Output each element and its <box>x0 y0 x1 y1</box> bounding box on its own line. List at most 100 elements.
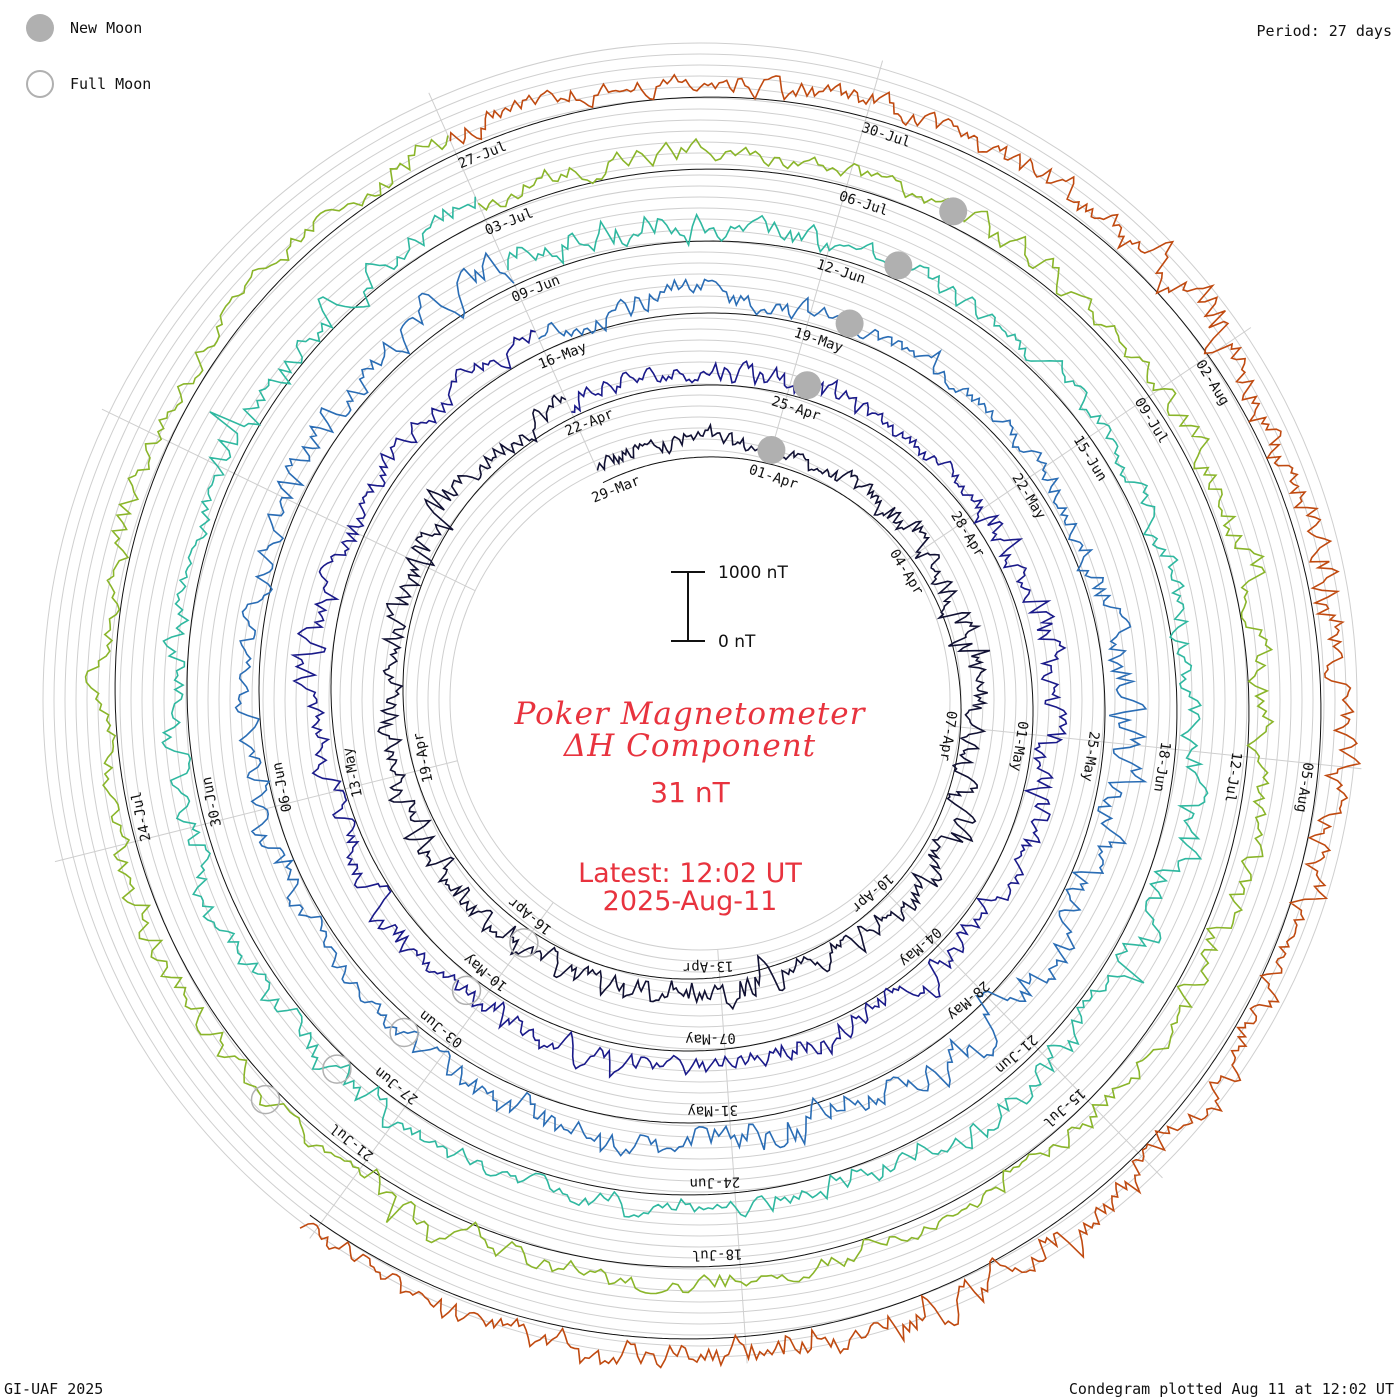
grid-ring <box>361 361 1039 1039</box>
grid-ring <box>339 339 1061 1061</box>
grid-ring <box>229 229 1171 1171</box>
trace-rotation-4 <box>161 196 1209 1218</box>
baseline-rotation-2 <box>330 350 1034 1052</box>
tick-label: 24-Jun <box>689 1173 740 1191</box>
new-moon-marker: 27-May <box>835 309 864 338</box>
full-moon-marker: 10-Jul <box>322 1054 352 1084</box>
legend-full-moon: Full Moon <box>26 70 151 98</box>
full-moon-marker: 09-Aug <box>250 1084 281 1115</box>
new-moon-marker: 24-Jul <box>939 197 968 226</box>
baseline-rotation-1 <box>402 416 962 980</box>
day-spoke <box>768 60 884 460</box>
full-moon-icon <box>26 70 54 98</box>
chart-subtitle: ΔH Component <box>563 728 817 764</box>
latest-date: 2025-Aug-11 <box>602 886 778 917</box>
current-value: 31 nT <box>650 776 730 809</box>
tick-label: 05-Aug <box>1293 761 1316 813</box>
grid-ring <box>306 306 1094 1094</box>
latest-time: Latest: 12:02 UT <box>578 858 802 889</box>
new-moon-marker: 25-Jun <box>884 251 913 280</box>
tick-label: 12-Jun <box>814 257 867 288</box>
grid-ring <box>251 251 1149 1149</box>
baseline-rotation-5 <box>114 153 1250 1268</box>
tick-label: 07-May <box>685 1030 736 1048</box>
tick-label: 25-May <box>1079 730 1102 782</box>
day-spoke <box>309 902 554 1239</box>
tick-label: 25-Apr <box>769 393 822 424</box>
tick-label: 09-Jun <box>509 272 562 306</box>
day-spoke <box>906 327 1252 561</box>
new-moon-icon <box>26 14 54 42</box>
grid-ring <box>207 207 1193 1193</box>
day-spoke <box>101 408 476 592</box>
data-traces <box>84 73 1362 1369</box>
full-moon-marker: 13-Apr <box>509 928 539 958</box>
date-tick-labels: 29-Mar 01-Apr04-Apr07-Apr10-Apr13-Apr16-A… <box>128 120 1315 1263</box>
grid-ring <box>163 163 1237 1237</box>
tick-label: 07-Apr <box>936 710 959 762</box>
grid-ring <box>427 427 973 973</box>
grid-ring <box>295 295 1105 1105</box>
day-spokes <box>54 60 1362 1364</box>
grid-ring <box>174 174 1226 1226</box>
grid-ring <box>328 328 1072 1072</box>
moon-markers: 29-Mar 27-Apr 27-May 25-Jun 24-Jul 13-Apr 12-M… <box>250 197 968 1115</box>
baseline-rotation-4 <box>186 219 1178 1196</box>
day-spoke <box>873 879 1163 1179</box>
grid-ring <box>141 141 1259 1259</box>
legend-new-moon: New Moon <box>26 14 142 42</box>
tick-label: 30-Jun <box>199 775 225 828</box>
baseline-rotation-3 <box>258 285 1106 1124</box>
footer-timestamp: Condegram plotted Aug 11 at 12:02 UT <box>1068 1380 1394 1398</box>
tick-label: 06-Jul <box>837 188 890 219</box>
scale-bar <box>671 571 705 642</box>
grid-ring <box>449 449 951 951</box>
tick-label: 13-May <box>340 746 366 799</box>
trace-rotation-1 <box>377 394 991 1011</box>
scale-bottom-label: 0 nT <box>718 632 756 652</box>
day-spoke <box>948 725 1362 770</box>
new-moon-marker: 29-Mar <box>757 436 786 464</box>
grid-ring <box>185 185 1215 1215</box>
grid-ring <box>218 218 1182 1182</box>
scale-top-label: 1000 nT <box>718 563 788 583</box>
grid-ring <box>152 152 1248 1248</box>
tick-label: 18-Jun <box>1150 741 1173 793</box>
trace-rotation-6 <box>299 73 1362 1369</box>
grid-ring <box>108 108 1292 1292</box>
tick-label: 12-Jul <box>1221 751 1244 803</box>
grid-ring <box>196 196 1204 1204</box>
tick-label: 01-May <box>1008 720 1031 772</box>
tick-label: 31-May <box>687 1102 738 1120</box>
day-spoke <box>717 949 748 1364</box>
trace-rotation-2 <box>290 329 1068 1079</box>
tick-label: 18-Jul <box>692 1245 743 1263</box>
grid-ring <box>53 53 1347 1347</box>
grid-ring <box>394 394 1006 1006</box>
new-moon-marker: 27-Apr <box>793 371 822 400</box>
footer-credit: GI-UAF 2025 <box>4 1380 104 1398</box>
grid-ring <box>273 273 1127 1127</box>
tick-label: 01-Apr <box>747 462 800 493</box>
tick-label: 13-Apr <box>683 958 734 976</box>
trace-rotation-5 <box>84 135 1275 1295</box>
grid-ring <box>416 416 984 984</box>
tick-label: 29-Mar <box>590 473 643 507</box>
tick-label: 06-Jun <box>269 761 295 814</box>
grid-ring <box>119 119 1281 1281</box>
grid-ring <box>317 317 1083 1083</box>
full-moon-label: Full Moon <box>70 75 152 93</box>
full-moon-marker: 12-May <box>451 975 482 1006</box>
chart-title: Poker Magnetometer <box>514 696 866 732</box>
grid-ring <box>64 64 1336 1336</box>
grid-ring <box>75 75 1325 1325</box>
grid-ring <box>262 262 1138 1138</box>
period-label: Period: 27 days <box>1256 22 1392 40</box>
trace-rotation-3 <box>234 251 1148 1157</box>
day-spoke <box>54 760 458 863</box>
grid-ring <box>383 383 1017 1017</box>
grid-ring <box>130 130 1270 1270</box>
new-moon-label: New Moon <box>70 19 143 37</box>
grid-ring <box>284 284 1116 1116</box>
